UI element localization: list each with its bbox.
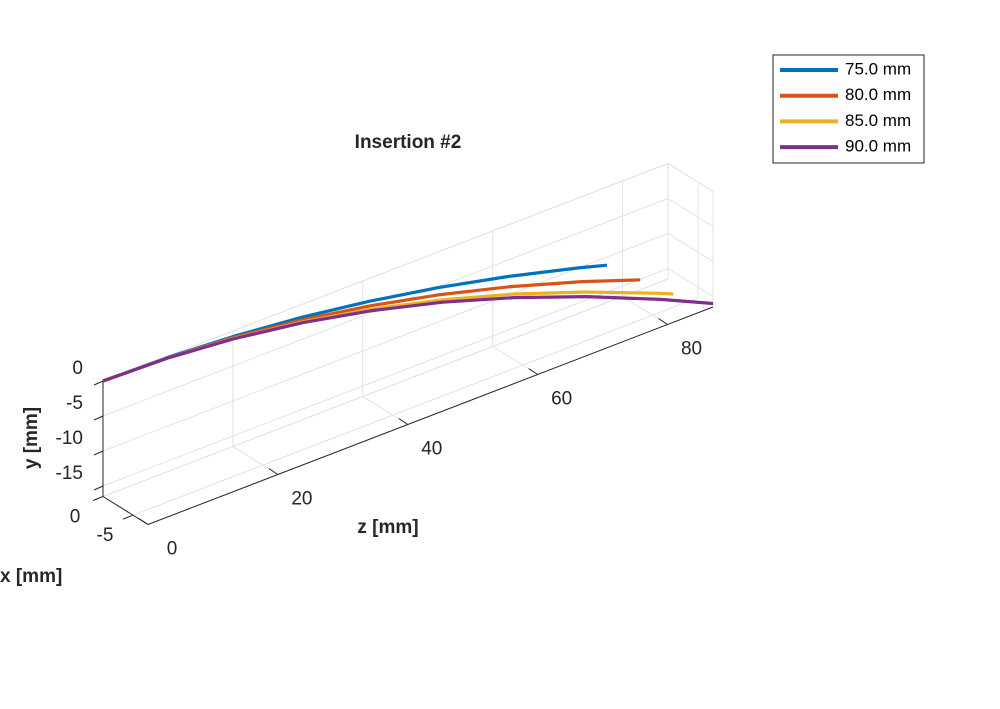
z-tick-label: 80: [681, 339, 702, 360]
grid-line: [102, 268, 669, 487]
legend-label: 75.0 mm: [845, 59, 911, 78]
y-tick: [93, 415, 104, 421]
x-tick: [92, 496, 104, 501]
grid-line: [667, 198, 714, 227]
z-tick: [268, 468, 279, 475]
z-tick-label: 20: [291, 489, 312, 510]
chart-title: Insertion #2: [355, 132, 462, 153]
series-line: [102, 290, 674, 383]
x-tick-label: 0: [70, 507, 81, 528]
z-tick: [658, 318, 668, 325]
grid-line: [667, 268, 714, 297]
y-tick: [93, 485, 104, 491]
plot-lines: [102, 263, 714, 383]
grid-line: [102, 163, 669, 382]
grid-line: [132, 297, 699, 516]
series-line: [102, 263, 608, 383]
z-tick-label: 0: [167, 539, 178, 560]
y-tick-label: -10: [56, 428, 83, 449]
legend: 75.0 mm 80.0 mm 85.0 mm 90.0 mm: [772, 54, 925, 164]
y-tick-label: -15: [56, 463, 83, 484]
legend-label: 90.0 mm: [845, 137, 911, 156]
x-axis-label: x [mm]: [0, 566, 62, 587]
x-tick-label: -5: [97, 525, 114, 546]
axes: -15 -10 -5 0 -5 0 0 20 40 60 80: [56, 306, 714, 560]
z-axis-line: [147, 306, 714, 525]
legend-label: 85.0 mm: [845, 111, 911, 130]
y-tick-label: -5: [66, 393, 83, 414]
x-tick: [122, 514, 134, 520]
z-tick-label: 60: [551, 389, 572, 410]
z-tick: [398, 418, 409, 425]
y-tick-label: 0: [72, 358, 83, 379]
z-axis-label: z [mm]: [357, 517, 418, 538]
grid-line: [102, 278, 669, 497]
y-axis-label: y [mm]: [21, 407, 42, 469]
grid-line: [667, 233, 714, 262]
z-tick: [138, 518, 149, 525]
legend-box: [772, 54, 925, 164]
grid-line: [667, 163, 714, 192]
y-tick: [93, 380, 104, 386]
grid: [102, 163, 714, 525]
z-tick-label: 40: [421, 439, 442, 460]
series-line: [102, 295, 714, 383]
y-tick: [93, 450, 104, 456]
legend-label: 80.0 mm: [845, 85, 911, 104]
z-tick: [528, 368, 538, 375]
